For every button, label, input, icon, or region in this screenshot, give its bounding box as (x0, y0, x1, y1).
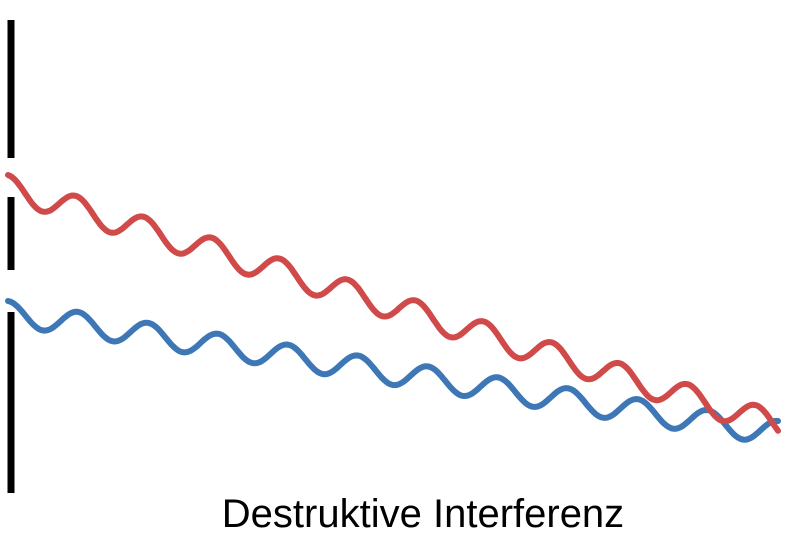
wave-upper-red (5, 172, 781, 434)
diagram-caption: Destruktive Interferenz (221, 492, 625, 535)
wave-lower-blue (5, 298, 781, 443)
